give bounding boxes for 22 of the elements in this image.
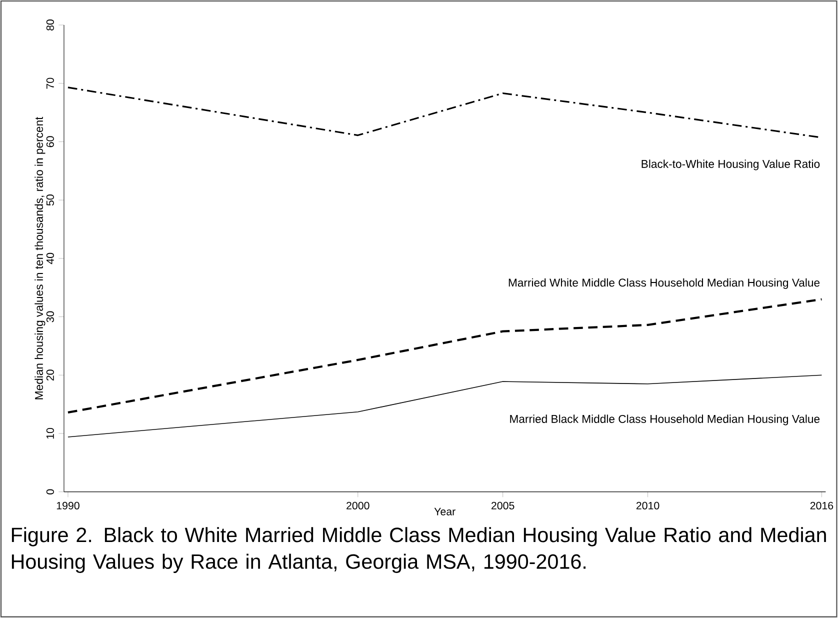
x-axis-title: Year (434, 508, 456, 516)
y-tick-label: 70 (46, 78, 54, 89)
line-series (68, 374, 822, 438)
x-tick-label: 2010 (636, 502, 660, 510)
series-label: Black-to-White Housing Value Ratio (642, 160, 820, 170)
y-tick-label: 40 (46, 253, 54, 264)
text: Figure 2. Black to White Married Middle Class Median Housing Value Ratio and Median Housing Values by Race in Atlanta, Georgia MSA, 1990-2016. (12, 527, 826, 574)
y-tick-label: 30 (46, 311, 54, 322)
y-tick-label: 80 (46, 20, 54, 31)
x-tick-label: 2005 (492, 502, 514, 510)
x-tick-label: 2000 (346, 502, 370, 510)
y-tick-label: 20 (46, 370, 54, 381)
y-tick-label: 60 (46, 136, 54, 148)
line-series (66, 298, 823, 414)
x-tick-label: 2016 (810, 502, 834, 510)
text: Married Black Middle Class Household Median Housing Value (510, 414, 820, 426)
y-tick-label: 50 (46, 194, 54, 206)
y-tick-label: 10 (46, 428, 54, 439)
series-label: Married White Middle Class Household Median Housing Value (508, 278, 820, 290)
y-axis-title: Median housing values in ten thousands, ratio in percent (34, 116, 46, 400)
y-tick-label: 0 (46, 489, 54, 494)
x-tick-label: 1990 (56, 502, 80, 510)
